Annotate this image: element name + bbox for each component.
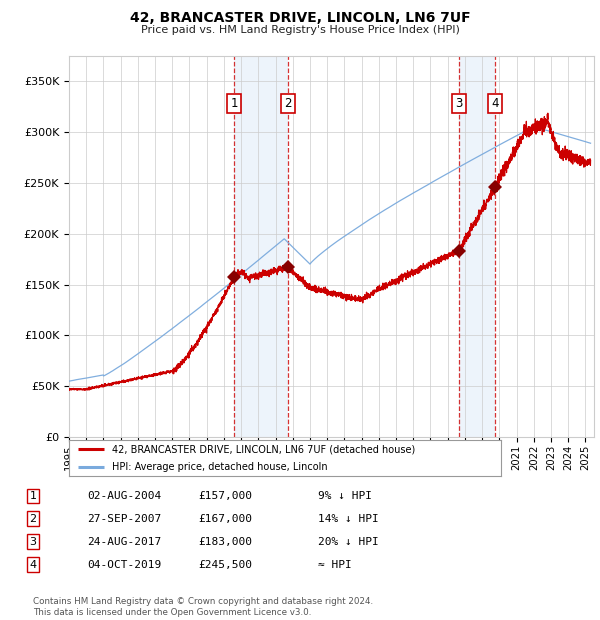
Text: £157,000: £157,000 [198,491,252,501]
Text: 02-AUG-2004: 02-AUG-2004 [87,491,161,501]
Text: 1: 1 [230,97,238,110]
Text: 27-SEP-2007: 27-SEP-2007 [87,514,161,524]
Text: 1: 1 [29,491,37,501]
Bar [234,56,288,437]
Text: Contains HM Land Registry data © Crown copyright and database right 2024.
This d: Contains HM Land Registry data © Crown c… [33,598,373,617]
Text: £183,000: £183,000 [198,537,252,547]
Text: 24-AUG-2017: 24-AUG-2017 [87,537,161,547]
Text: 14% ↓ HPI: 14% ↓ HPI [318,514,379,524]
Text: £167,000: £167,000 [198,514,252,524]
Text: 2: 2 [284,97,292,110]
Text: 2: 2 [29,514,37,524]
Text: 20% ↓ HPI: 20% ↓ HPI [318,537,379,547]
Text: 3: 3 [455,97,463,110]
Text: 9% ↓ HPI: 9% ↓ HPI [318,491,372,501]
Bar [459,56,495,437]
Text: 4: 4 [29,560,37,570]
Text: HPI: Average price, detached house, Lincoln: HPI: Average price, detached house, Linc… [112,462,328,472]
Text: £245,500: £245,500 [198,560,252,570]
Text: 42, BRANCASTER DRIVE, LINCOLN, LN6 7UF (detached house): 42, BRANCASTER DRIVE, LINCOLN, LN6 7UF (… [112,444,415,454]
Text: ≈ HPI: ≈ HPI [318,560,352,570]
Text: 3: 3 [29,537,37,547]
Text: 4: 4 [491,97,499,110]
Text: Price paid vs. HM Land Registry's House Price Index (HPI): Price paid vs. HM Land Registry's House … [140,25,460,35]
Text: 04-OCT-2019: 04-OCT-2019 [87,560,161,570]
Text: 42, BRANCASTER DRIVE, LINCOLN, LN6 7UF: 42, BRANCASTER DRIVE, LINCOLN, LN6 7UF [130,11,470,25]
